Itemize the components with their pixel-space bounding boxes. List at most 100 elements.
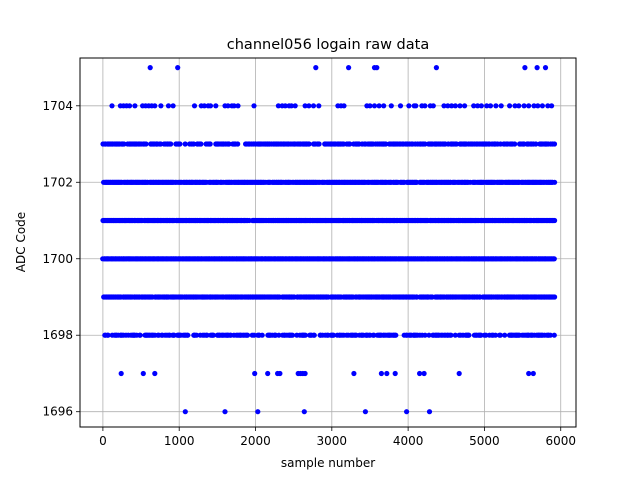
data-point bbox=[466, 332, 472, 338]
data-point bbox=[265, 370, 271, 377]
data-point bbox=[522, 65, 528, 71]
data-point bbox=[118, 370, 124, 377]
data-point bbox=[551, 141, 558, 147]
data-point bbox=[191, 103, 198, 109]
data-point bbox=[185, 332, 191, 338]
data-point bbox=[207, 141, 213, 147]
x-tick-label: 4000 bbox=[393, 434, 424, 448]
data-point bbox=[132, 103, 138, 109]
data-point bbox=[547, 332, 554, 338]
data-point bbox=[140, 370, 146, 377]
data-point bbox=[551, 332, 557, 338]
data-point bbox=[367, 103, 373, 109]
data-point bbox=[462, 103, 468, 109]
data-point bbox=[392, 370, 398, 377]
data-point bbox=[526, 370, 532, 377]
data-point bbox=[251, 103, 257, 109]
data-point bbox=[426, 409, 433, 415]
data-point bbox=[226, 141, 232, 147]
data-point bbox=[531, 103, 537, 109]
data-point bbox=[213, 103, 219, 109]
data-point bbox=[277, 370, 283, 377]
x-tick-label: 2000 bbox=[240, 434, 271, 448]
chart-title: channel056 logain raw data bbox=[227, 37, 429, 53]
plot-frame bbox=[79, 57, 577, 428]
data-point bbox=[292, 103, 298, 109]
y-tick-label: 1704 bbox=[42, 99, 73, 113]
data-point bbox=[341, 103, 347, 109]
x-tick-label: 0 bbox=[99, 434, 107, 448]
data-point bbox=[302, 103, 308, 109]
y-tick-label: 1696 bbox=[42, 405, 73, 419]
data-point bbox=[433, 65, 439, 71]
data-point bbox=[422, 141, 428, 147]
data-point bbox=[231, 103, 237, 109]
data-point bbox=[255, 409, 261, 415]
data-point bbox=[165, 103, 172, 109]
data-point bbox=[549, 103, 555, 109]
data-point bbox=[378, 370, 384, 377]
data-point bbox=[507, 103, 513, 109]
data-point bbox=[330, 332, 337, 338]
data-point bbox=[417, 370, 423, 377]
y-tick-label: 1702 bbox=[42, 175, 73, 189]
data-point bbox=[448, 332, 454, 338]
data-point bbox=[302, 370, 308, 377]
y-tick-label: 1700 bbox=[42, 252, 73, 266]
data-point bbox=[512, 141, 518, 147]
data-point bbox=[347, 141, 353, 147]
data-point bbox=[127, 103, 133, 109]
data-point bbox=[191, 141, 197, 147]
data-point bbox=[552, 217, 558, 224]
data-point bbox=[289, 332, 296, 338]
x-tick-label: 1000 bbox=[164, 434, 195, 448]
data-point bbox=[534, 65, 540, 71]
data-point bbox=[259, 332, 265, 338]
data-point bbox=[158, 103, 164, 109]
data-point bbox=[422, 332, 428, 338]
data-point bbox=[282, 103, 288, 109]
data-point bbox=[182, 409, 188, 415]
data-point bbox=[147, 65, 153, 71]
data-point bbox=[276, 332, 282, 338]
data-point bbox=[445, 103, 451, 109]
data-point bbox=[552, 179, 558, 185]
data-point bbox=[198, 141, 204, 147]
data-point bbox=[182, 141, 188, 147]
data-point bbox=[302, 332, 308, 338]
data-point bbox=[316, 141, 322, 147]
data-point bbox=[225, 103, 231, 109]
data-point bbox=[441, 103, 447, 109]
data-point bbox=[430, 103, 436, 109]
x-tick-label: 5000 bbox=[469, 434, 500, 448]
data-point bbox=[121, 141, 127, 147]
data-point bbox=[306, 103, 312, 109]
data-point bbox=[497, 332, 503, 338]
x-tick-label: 3000 bbox=[317, 434, 348, 448]
data-point bbox=[137, 332, 143, 338]
data-point bbox=[362, 409, 368, 415]
y-axis-label: ADC Code bbox=[14, 212, 28, 272]
data-point bbox=[251, 332, 257, 338]
data-point bbox=[143, 141, 149, 147]
data-point bbox=[316, 103, 322, 109]
data-point bbox=[493, 103, 499, 109]
data-point bbox=[487, 103, 494, 109]
data-point bbox=[288, 103, 294, 109]
data-point bbox=[449, 103, 455, 109]
data-point bbox=[175, 65, 181, 71]
data-point bbox=[492, 332, 499, 338]
data-point bbox=[204, 332, 210, 338]
data-point bbox=[404, 409, 410, 415]
data-point bbox=[388, 103, 394, 109]
data-point bbox=[475, 103, 481, 109]
data-point bbox=[516, 103, 522, 109]
data-point bbox=[533, 141, 539, 147]
data-point bbox=[535, 103, 541, 109]
data-point bbox=[177, 141, 183, 147]
x-tick-label: 6000 bbox=[545, 434, 576, 448]
data-point bbox=[471, 103, 477, 109]
data-point bbox=[397, 103, 404, 109]
data-point bbox=[452, 332, 458, 338]
data-point bbox=[551, 256, 557, 262]
